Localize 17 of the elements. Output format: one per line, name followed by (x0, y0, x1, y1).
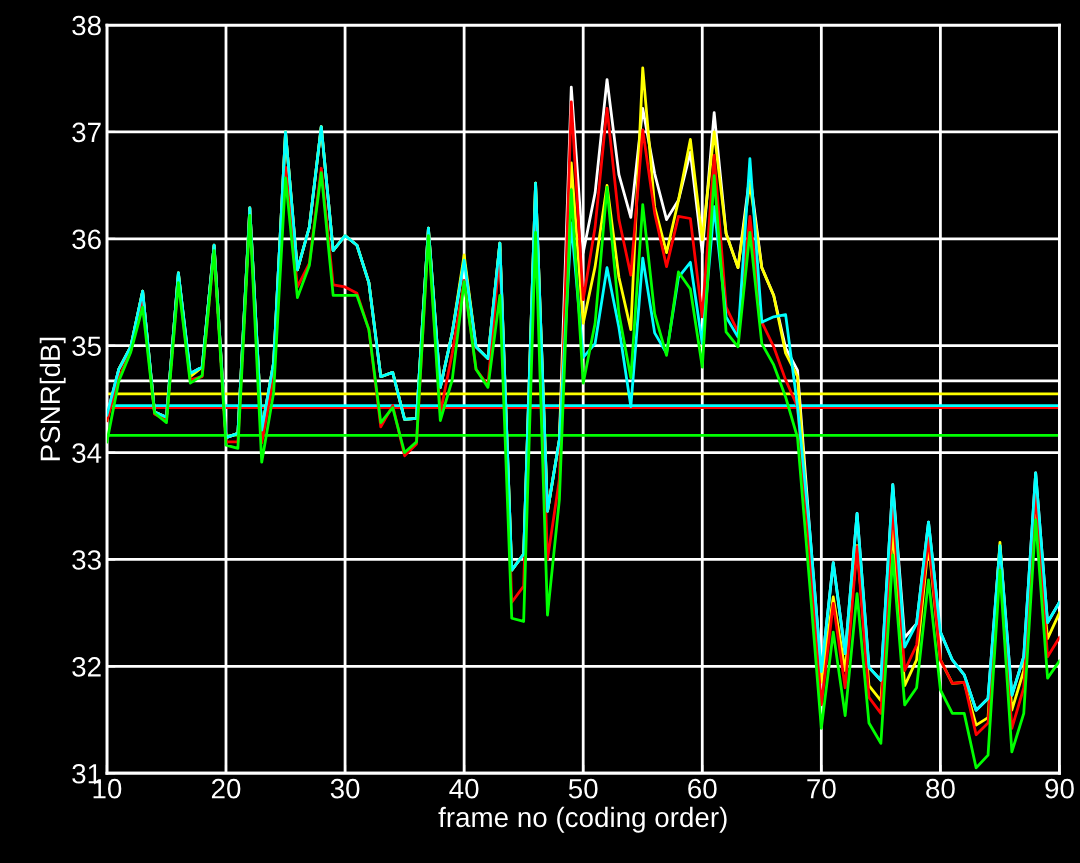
x-tick-label: 60 (688, 778, 717, 799)
y-tick-label: 34 (72, 443, 102, 463)
y-tick-label: 35 (72, 336, 101, 357)
x-axis-title: frame no (coding order) (438, 806, 727, 833)
x-tick-label: 40 (449, 778, 479, 799)
y-tick-label: 32 (72, 657, 101, 677)
y-tick-label: 37 (72, 122, 101, 143)
y-tick-label: 38 (72, 15, 101, 36)
x-tick-label: 80 (926, 778, 955, 799)
x-tick-label: 30 (330, 778, 360, 799)
x-tick-label: 70 (807, 778, 836, 799)
y-tick-label: 33 (72, 550, 101, 570)
y-tick-label: 36 (72, 229, 101, 250)
x-tick-label: 20 (211, 778, 241, 799)
y-axis-title: PSNR[dB] (39, 337, 66, 461)
x-tick-label: 90 (1045, 778, 1074, 799)
x-tick-label: 50 (568, 778, 598, 799)
